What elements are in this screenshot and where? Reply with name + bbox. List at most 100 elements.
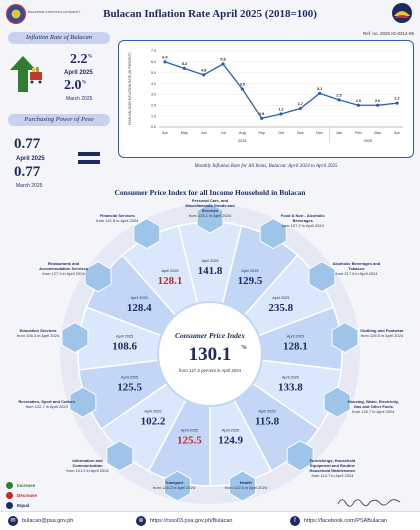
segment-cpi-value: 115.8 (255, 415, 280, 427)
segment-month-label: April 2025 (131, 296, 148, 300)
category-icon (163, 470, 191, 502)
segment-cpi-value: 235.8 (268, 302, 293, 314)
previous-purchasing-power: 0.77 (14, 164, 41, 180)
category-name: Recreation, Sport and Culture (18, 399, 76, 405)
data-label: 1.7 (298, 102, 303, 106)
data-label: 0.8 (259, 112, 264, 116)
current-purchasing-power: 0.77 (14, 136, 41, 152)
y-tick-label: 4.0 (151, 82, 156, 86)
header: PHILIPPINE STATISTICS AUTHORITY Bulacan … (0, 0, 420, 30)
category-label: Health from 122.6 in April 2024 (217, 480, 275, 490)
data-point (318, 91, 322, 95)
category-name: Transport (164, 480, 184, 485)
x-tick-label: Jun (201, 131, 207, 135)
category-previous: from 126.5 in April 2024 (360, 332, 404, 338)
category-label: Housing, Water, Electricity, Gas and Oth… (344, 399, 402, 414)
category-icon (229, 470, 257, 502)
equal-dot (6, 502, 13, 509)
pp-current-period: April 2025 (16, 156, 45, 162)
signature (337, 499, 401, 507)
category-label: Restaurants and Accommodation Services fr… (35, 261, 93, 276)
data-label: 1.2 (278, 107, 283, 111)
data-point (163, 60, 167, 64)
x-tick-label: May (181, 131, 188, 135)
data-point (376, 103, 380, 107)
data-label: 2.0 (375, 99, 380, 103)
segment-month-label: April 2025 (116, 335, 133, 339)
segment-month-label: April 2025 (121, 375, 138, 379)
data-point (395, 101, 399, 105)
x-tick-label: Jul (221, 131, 226, 135)
data-point (298, 106, 302, 111)
inflation-heading: Inflation Rate of Bulacan (8, 32, 110, 44)
category-name: Restaurants and Accommodation Services (39, 260, 88, 271)
data-label: 2.2 (394, 97, 399, 101)
legend-increase: Increase (6, 482, 37, 489)
data-point (356, 103, 360, 107)
data-label: 5.4 (182, 62, 188, 66)
category-name: Furnishings, Household Equipment and Rou… (309, 458, 356, 474)
category-icon (69, 386, 97, 418)
data-label: 2.0 (356, 99, 361, 103)
y-axis-label: YEAR-ON-YEAR INFLATION RATE (IN PERCENT) (128, 52, 132, 125)
category-icon (84, 261, 112, 293)
category-icon (259, 218, 287, 250)
category-label: Education Services from 106.3 in April 20… (9, 328, 67, 338)
pp-previous-period: March 2025 (16, 183, 43, 189)
x-tick-label: Mar (374, 131, 381, 135)
y-tick-label: 6.0 (151, 60, 156, 64)
data-point (202, 73, 206, 77)
category-icon (286, 440, 314, 472)
psa-logo-text: PHILIPPINE STATISTICS AUTHORITY (28, 10, 81, 14)
cpi-section-title: Consumer Price Index for all Income Hous… (114, 188, 306, 197)
category-icon (308, 261, 336, 293)
legend: Increase Decrease Equal (6, 482, 37, 512)
current-period-label: April 2025 (64, 70, 93, 76)
category-label: Recreation, Sport and Culture from 122.7 … (18, 399, 76, 409)
segment-month-label: April 2025 (287, 335, 304, 339)
page-title: Bulacan Inflation Rate April 2025 (2018=… (103, 8, 317, 20)
arrow-up-icon (10, 56, 36, 92)
segment-cpi-value: 102.2 (141, 415, 166, 427)
category-label: Financial Services from 141.8 in April 20… (88, 213, 146, 223)
x-tick-label: Sep (258, 131, 265, 135)
x-tick-label: Apr (162, 131, 169, 135)
x-tick-label: Jan (336, 131, 342, 135)
previous-inflation-rate: 2.0% (64, 78, 87, 93)
category-previous: from 122.7 in April 2024 (25, 404, 68, 410)
category-previous: from 141.8 in April 2024 (96, 218, 139, 224)
category-previous: from 126.7 in April 2024 (352, 409, 395, 415)
x-tick-label: Apr (394, 131, 401, 135)
category-label: Furnishings, Household Equipment and Rou… (303, 458, 361, 478)
legend-decrease: Decrease (6, 492, 37, 499)
inflation-line-chart: YEAR-ON-YEAR INFLATION RATE (IN PERCENT)… (128, 49, 403, 143)
category-name: Information and Communication (72, 458, 103, 469)
segment-cpi-value: 133.8 (278, 381, 303, 393)
x-tick-label: Feb (355, 131, 362, 135)
category-name: Financial Services (99, 213, 135, 219)
segment-cpi-value: 125.5 (177, 435, 202, 447)
footer-email[interactable]: ✉ bulacan@psa.gov.ph (8, 516, 73, 526)
category-name: Health (239, 480, 252, 485)
segment-cpi-value: 128.4 (127, 302, 152, 314)
category-name: Alcoholic Beverages and Tobacco (332, 260, 381, 271)
segment-month-label: April 2025 (258, 409, 275, 413)
inflation-summary-panel: Inflation Rate of Bulacan 2.2% April 202… (4, 32, 112, 189)
data-label: 3.1 (317, 87, 322, 91)
y-tick-label: 3.0 (151, 93, 156, 97)
segment-cpi-value: 141.8 (198, 265, 223, 277)
center-cpi-sup: % (241, 345, 247, 351)
category-previous: from 128.3 in April 2024 (152, 485, 196, 490)
category-previous: from 217.8 in April 2024 (335, 270, 378, 276)
y-tick-label: 5.0 (151, 71, 156, 75)
equals-sign (78, 152, 100, 166)
y-tick-label: 7.0 (151, 49, 156, 53)
footer-facebook[interactable]: f https://facebook.com/PSABulacan (290, 516, 387, 526)
category-previous: from 127.2 in April 2024 (281, 223, 324, 229)
footer-website[interactable]: ⊕ https://rsso03.psa.gov.ph/Bulacan (136, 516, 232, 526)
x-tick-label: Aug (239, 131, 246, 135)
y-tick-label: 2.0 (151, 103, 156, 107)
year-label: 2025 (364, 139, 372, 143)
data-point (240, 87, 244, 91)
bagong-pilipinas-logo (392, 3, 412, 23)
